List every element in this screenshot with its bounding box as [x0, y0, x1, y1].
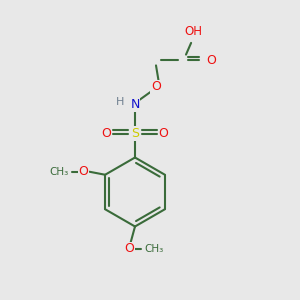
Text: OH: OH: [184, 25, 202, 38]
Text: CH₃: CH₃: [49, 167, 68, 177]
Text: O: O: [159, 127, 168, 140]
Text: O: O: [206, 53, 216, 67]
Text: H: H: [116, 97, 124, 107]
Text: O: O: [151, 80, 161, 94]
Text: O: O: [124, 242, 134, 256]
Text: CH₃: CH₃: [144, 244, 164, 254]
Text: N: N: [130, 98, 140, 112]
Text: S: S: [131, 127, 139, 140]
Text: O: O: [102, 127, 111, 140]
Text: O: O: [79, 165, 88, 178]
